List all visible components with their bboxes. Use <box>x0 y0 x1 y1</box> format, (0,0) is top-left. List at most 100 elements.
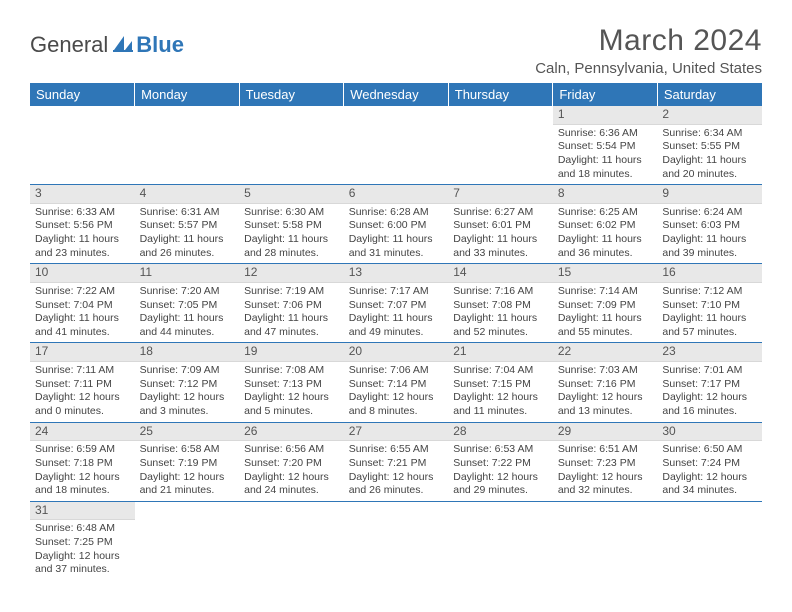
cell-body: Sunrise: 6:30 AMSunset: 5:58 PMDaylight:… <box>239 204 344 264</box>
brand-logo: General Blue <box>30 24 184 58</box>
calendar-cell <box>30 106 135 185</box>
cell-body: Sunrise: 7:17 AMSunset: 7:07 PMDaylight:… <box>344 283 449 343</box>
calendar-cell: 16Sunrise: 7:12 AMSunset: 7:10 PMDayligh… <box>657 264 762 343</box>
calendar-week-row: 24Sunrise: 6:59 AMSunset: 7:18 PMDayligh… <box>30 422 762 501</box>
calendar-cell: 30Sunrise: 6:50 AMSunset: 7:24 PMDayligh… <box>657 422 762 501</box>
daylight-text: Daylight: 12 hours and 26 minutes. <box>349 471 444 498</box>
daylight-text: Daylight: 12 hours and 3 minutes. <box>140 391 235 418</box>
sunset-text: Sunset: 5:54 PM <box>558 140 653 154</box>
cell-body: Sunrise: 7:12 AMSunset: 7:10 PMDaylight:… <box>657 283 762 343</box>
daylight-text: Daylight: 12 hours and 21 minutes. <box>140 471 235 498</box>
sunrise-text: Sunrise: 7:20 AM <box>140 285 235 299</box>
sunrise-text: Sunrise: 6:34 AM <box>662 127 757 141</box>
day-number: 30 <box>657 423 762 442</box>
daylight-text: Daylight: 12 hours and 8 minutes. <box>349 391 444 418</box>
header-row: General Blue March 2024 Caln, Pennsylvan… <box>30 24 762 77</box>
calendar-cell: 15Sunrise: 7:14 AMSunset: 7:09 PMDayligh… <box>553 264 658 343</box>
sunset-text: Sunset: 7:21 PM <box>349 457 444 471</box>
cell-body: Sunrise: 6:27 AMSunset: 6:01 PMDaylight:… <box>448 204 553 264</box>
sunset-text: Sunset: 7:09 PM <box>558 299 653 313</box>
cell-body: Sunrise: 6:36 AMSunset: 5:54 PMDaylight:… <box>553 125 658 185</box>
calendar-cell <box>344 501 449 580</box>
daylight-text: Daylight: 12 hours and 32 minutes. <box>558 471 653 498</box>
calendar-cell: 3Sunrise: 6:33 AMSunset: 5:56 PMDaylight… <box>30 185 135 264</box>
calendar-week-row: 3Sunrise: 6:33 AMSunset: 5:56 PMDaylight… <box>30 185 762 264</box>
sunset-text: Sunset: 5:56 PM <box>35 219 130 233</box>
cell-body: Sunrise: 6:48 AMSunset: 7:25 PMDaylight:… <box>30 520 135 580</box>
cell-body: Sunrise: 7:06 AMSunset: 7:14 PMDaylight:… <box>344 362 449 422</box>
sunrise-text: Sunrise: 6:24 AM <box>662 206 757 220</box>
day-number: 19 <box>239 343 344 362</box>
dayheader-friday: Friday <box>553 83 658 106</box>
calendar-cell <box>239 501 344 580</box>
calendar-cell: 23Sunrise: 7:01 AMSunset: 7:17 PMDayligh… <box>657 343 762 422</box>
calendar-cell <box>553 501 658 580</box>
cell-body: Sunrise: 7:11 AMSunset: 7:11 PMDaylight:… <box>30 362 135 422</box>
sunrise-text: Sunrise: 6:33 AM <box>35 206 130 220</box>
day-number: 21 <box>448 343 553 362</box>
sunset-text: Sunset: 7:17 PM <box>662 378 757 392</box>
day-number: 31 <box>30 502 135 521</box>
sunset-text: Sunset: 7:16 PM <box>558 378 653 392</box>
calendar-body: 1Sunrise: 6:36 AMSunset: 5:54 PMDaylight… <box>30 106 762 580</box>
calendar-cell: 24Sunrise: 6:59 AMSunset: 7:18 PMDayligh… <box>30 422 135 501</box>
cell-body: Sunrise: 6:50 AMSunset: 7:24 PMDaylight:… <box>657 441 762 501</box>
day-number: 17 <box>30 343 135 362</box>
sunrise-text: Sunrise: 7:01 AM <box>662 364 757 378</box>
sunrise-text: Sunrise: 7:09 AM <box>140 364 235 378</box>
sunrise-text: Sunrise: 6:25 AM <box>558 206 653 220</box>
calendar-cell: 25Sunrise: 6:58 AMSunset: 7:19 PMDayligh… <box>135 422 240 501</box>
calendar-cell <box>239 106 344 185</box>
calendar-week-row: 31Sunrise: 6:48 AMSunset: 7:25 PMDayligh… <box>30 501 762 580</box>
sunrise-text: Sunrise: 7:22 AM <box>35 285 130 299</box>
sunrise-text: Sunrise: 7:11 AM <box>35 364 130 378</box>
cell-body: Sunrise: 7:04 AMSunset: 7:15 PMDaylight:… <box>448 362 553 422</box>
sunrise-text: Sunrise: 6:51 AM <box>558 443 653 457</box>
calendar-cell: 22Sunrise: 7:03 AMSunset: 7:16 PMDayligh… <box>553 343 658 422</box>
day-header-row: Sunday Monday Tuesday Wednesday Thursday… <box>30 83 762 106</box>
sunrise-text: Sunrise: 7:08 AM <box>244 364 339 378</box>
daylight-text: Daylight: 12 hours and 24 minutes. <box>244 471 339 498</box>
calendar-cell <box>448 501 553 580</box>
daylight-text: Daylight: 12 hours and 0 minutes. <box>35 391 130 418</box>
dayheader-sunday: Sunday <box>30 83 135 106</box>
daylight-text: Daylight: 12 hours and 5 minutes. <box>244 391 339 418</box>
calendar-cell: 31Sunrise: 6:48 AMSunset: 7:25 PMDayligh… <box>30 501 135 580</box>
sunset-text: Sunset: 7:18 PM <box>35 457 130 471</box>
sunrise-text: Sunrise: 6:48 AM <box>35 522 130 536</box>
cell-body: Sunrise: 7:22 AMSunset: 7:04 PMDaylight:… <box>30 283 135 343</box>
calendar-week-row: 1Sunrise: 6:36 AMSunset: 5:54 PMDaylight… <box>30 106 762 185</box>
calendar-cell: 19Sunrise: 7:08 AMSunset: 7:13 PMDayligh… <box>239 343 344 422</box>
day-number: 15 <box>553 264 658 283</box>
day-number: 4 <box>135 185 240 204</box>
cell-body: Sunrise: 6:25 AMSunset: 6:02 PMDaylight:… <box>553 204 658 264</box>
page-root: General Blue March 2024 Caln, Pennsylvan… <box>0 0 792 590</box>
cell-body: Sunrise: 7:09 AMSunset: 7:12 PMDaylight:… <box>135 362 240 422</box>
calendar-cell: 18Sunrise: 7:09 AMSunset: 7:12 PMDayligh… <box>135 343 240 422</box>
calendar-cell: 21Sunrise: 7:04 AMSunset: 7:15 PMDayligh… <box>448 343 553 422</box>
sunrise-text: Sunrise: 7:19 AM <box>244 285 339 299</box>
sunset-text: Sunset: 7:06 PM <box>244 299 339 313</box>
sunset-text: Sunset: 6:00 PM <box>349 219 444 233</box>
calendar-cell: 9Sunrise: 6:24 AMSunset: 6:03 PMDaylight… <box>657 185 762 264</box>
calendar-cell <box>135 106 240 185</box>
cell-body: Sunrise: 6:51 AMSunset: 7:23 PMDaylight:… <box>553 441 658 501</box>
cell-body: Sunrise: 7:01 AMSunset: 7:17 PMDaylight:… <box>657 362 762 422</box>
calendar-cell: 27Sunrise: 6:55 AMSunset: 7:21 PMDayligh… <box>344 422 449 501</box>
sunset-text: Sunset: 7:25 PM <box>35 536 130 550</box>
cell-body: Sunrise: 6:56 AMSunset: 7:20 PMDaylight:… <box>239 441 344 501</box>
logo-text-part1: General <box>30 32 108 58</box>
sunrise-text: Sunrise: 7:16 AM <box>453 285 548 299</box>
day-number: 18 <box>135 343 240 362</box>
day-number: 9 <box>657 185 762 204</box>
sunset-text: Sunset: 7:14 PM <box>349 378 444 392</box>
sunset-text: Sunset: 5:58 PM <box>244 219 339 233</box>
cell-body: Sunrise: 6:34 AMSunset: 5:55 PMDaylight:… <box>657 125 762 185</box>
day-number: 6 <box>344 185 449 204</box>
dayheader-monday: Monday <box>135 83 240 106</box>
sunrise-text: Sunrise: 7:12 AM <box>662 285 757 299</box>
daylight-text: Daylight: 11 hours and 41 minutes. <box>35 312 130 339</box>
title-block: March 2024 Caln, Pennsylvania, United St… <box>535 24 762 77</box>
cell-body: Sunrise: 6:58 AMSunset: 7:19 PMDaylight:… <box>135 441 240 501</box>
page-title: March 2024 <box>535 24 762 58</box>
